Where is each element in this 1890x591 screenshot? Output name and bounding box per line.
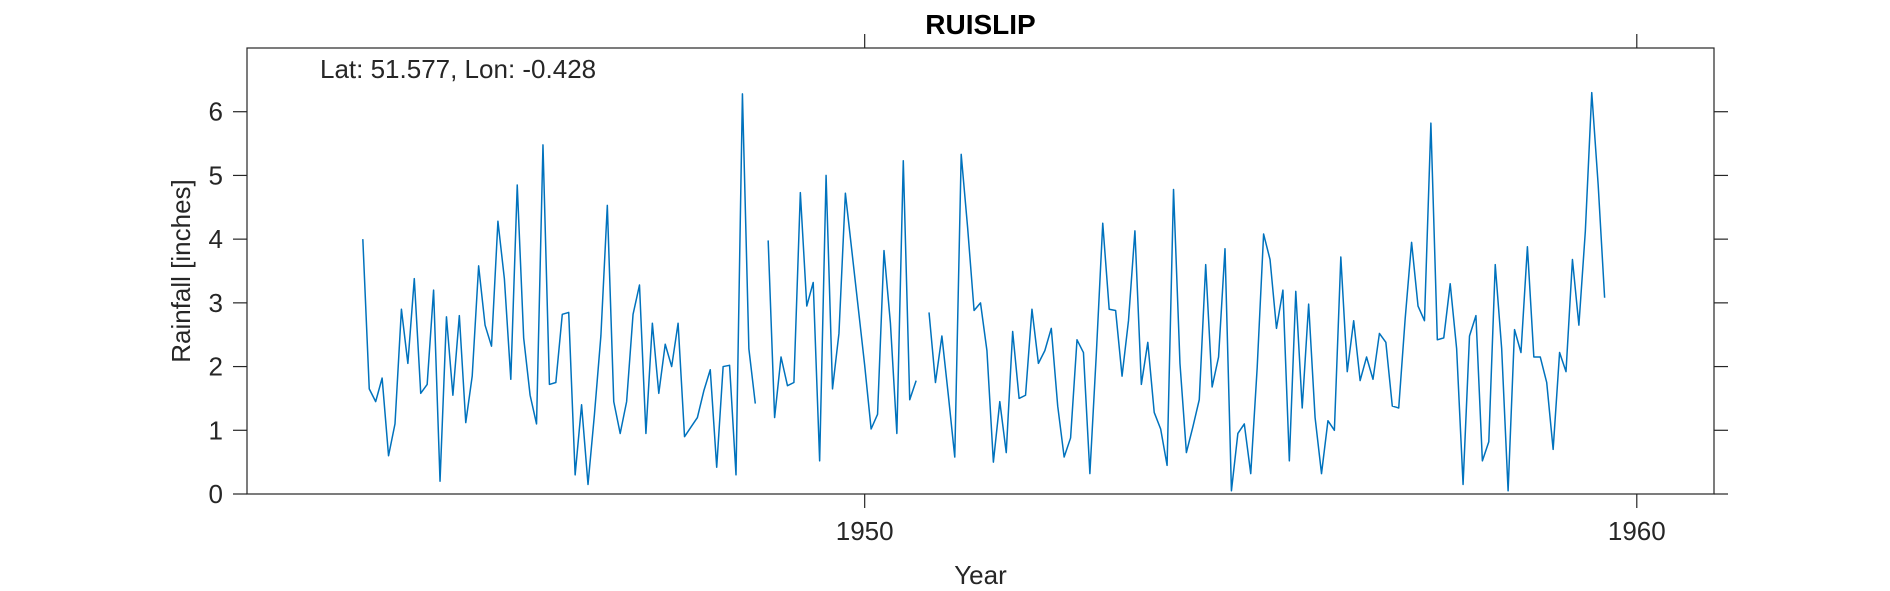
rainfall-series-line (362, 93, 757, 486)
ticks-layer: 0 1 2 3 4 5 6 1950 1960 (209, 34, 1728, 546)
chart-title: RUISLIP (925, 9, 1035, 40)
y-tick-label: 4 (209, 224, 223, 254)
data-layer (362, 91, 1606, 492)
y-tick-label: 1 (209, 415, 223, 445)
x-tick-label: 1950 (836, 516, 894, 546)
axes-box (246, 47, 1715, 495)
y-tick-label: 5 (209, 160, 223, 190)
y-tick-label: 0 (209, 479, 223, 509)
y-tick-label: 2 (209, 352, 223, 382)
y-tick-label: 6 (209, 97, 223, 127)
plot-area (247, 48, 1714, 494)
y-tick-label: 3 (209, 288, 223, 318)
rainfall-series-line (767, 160, 917, 462)
y-axis-label: Rainfall [inches] (166, 179, 196, 363)
location-annotation: Lat: 51.577, Lon: -0.428 (320, 54, 596, 84)
rainfall-series-line (928, 91, 1606, 492)
x-tick-label: 1960 (1608, 516, 1666, 546)
x-axis-label: Year (954, 560, 1007, 590)
